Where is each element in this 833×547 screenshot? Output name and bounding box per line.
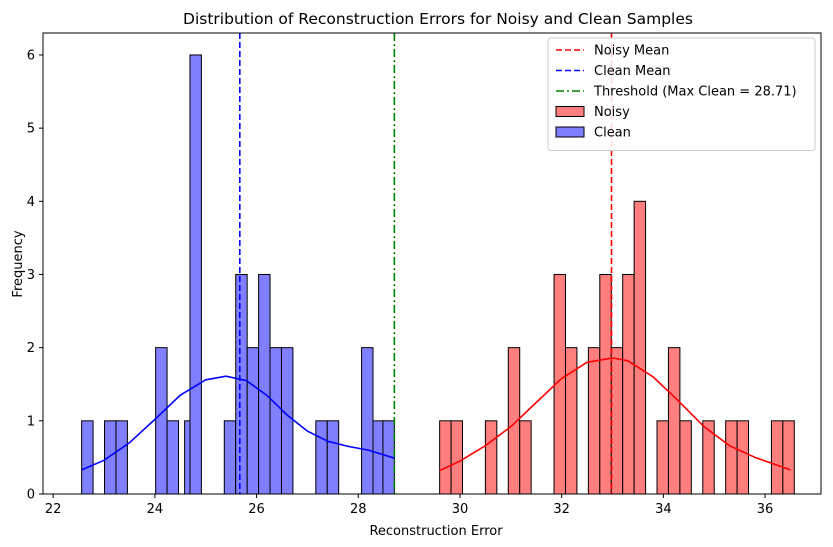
legend-label-clean-mean: Clean Mean xyxy=(594,64,670,79)
clean-bar xyxy=(155,347,168,495)
noisy-bar xyxy=(782,420,795,495)
legend: Noisy Mean Clean Mean Threshold (Max Clean… xyxy=(547,37,816,151)
clean-bar xyxy=(223,420,237,495)
legend-swatch-clean xyxy=(555,126,585,138)
x-tick-label: 32 xyxy=(553,502,570,517)
clean-bar xyxy=(326,420,340,495)
x-axis-label: Reconstruction Error xyxy=(369,524,503,539)
clean-bar xyxy=(315,420,328,495)
x-tick-label: 30 xyxy=(452,502,469,517)
noisy-bar xyxy=(610,347,624,495)
clean-bar xyxy=(104,420,117,495)
noisy-bar xyxy=(633,200,647,495)
y-tick-label: 4 xyxy=(27,195,35,210)
noisy-kde-line xyxy=(439,357,791,472)
clean-bar xyxy=(269,347,282,495)
legend-label-clean: Clean xyxy=(594,126,631,141)
clean-bar xyxy=(189,54,202,495)
x-tick-label: 26 xyxy=(248,502,265,517)
legend-box xyxy=(547,37,816,151)
noisy-bar xyxy=(599,273,612,495)
clean-kde-line xyxy=(81,375,395,471)
noisy-bar xyxy=(667,347,681,495)
clean-bar xyxy=(235,273,248,495)
noisy-bar xyxy=(679,420,692,495)
noisy-bar xyxy=(725,420,738,495)
x-tick-label: 28 xyxy=(350,502,367,517)
x-tick-label: 24 xyxy=(147,502,164,517)
clean-bar xyxy=(81,420,94,495)
legend-label-noisy-mean: Noisy Mean xyxy=(594,44,669,59)
noisy-bar xyxy=(770,420,784,495)
x-axis: 22 24 26 28 30 32 34 36 xyxy=(45,494,773,517)
y-tick-label: 6 xyxy=(27,48,35,63)
x-tick-label: 34 xyxy=(655,502,672,517)
kde-layer xyxy=(81,357,791,472)
noisy-bar xyxy=(587,347,601,495)
noisy-bar xyxy=(484,420,498,495)
x-tick-label: 36 xyxy=(757,502,774,517)
x-tick-label: 22 xyxy=(45,502,62,517)
noisy-bar xyxy=(439,420,452,495)
clean-bar xyxy=(258,273,271,495)
y-tick-label: 3 xyxy=(27,268,35,283)
legend-label-threshold-max-clean-28-71: Threshold (Max Clean = 28.71) xyxy=(593,85,797,100)
noisy-bar xyxy=(702,420,715,495)
legend-label-noisy: Noisy xyxy=(594,105,630,120)
clean-bar xyxy=(115,420,128,495)
y-axis: 0 1 2 3 4 5 6 xyxy=(27,48,43,503)
chart-title: Distribution of Reconstruction Errors fo… xyxy=(183,10,693,28)
clean-bar xyxy=(166,420,180,495)
plot-frame xyxy=(42,32,822,495)
noisy-bar xyxy=(450,420,464,495)
legend-swatch-noisy xyxy=(555,106,585,117)
y-tick-label: 0 xyxy=(27,488,35,503)
y-tick-label: 5 xyxy=(27,122,35,137)
noisy-bar xyxy=(519,420,532,495)
noisy-bar xyxy=(622,273,635,495)
y-tick-label: 2 xyxy=(27,341,35,356)
noisy-bar xyxy=(736,420,750,495)
noisy-bar xyxy=(656,420,669,495)
clean-bar xyxy=(361,347,374,495)
y-tick-label: 1 xyxy=(27,414,35,429)
clean-bar xyxy=(246,347,260,495)
clean-bar xyxy=(280,347,294,495)
y-axis-label: Frequency xyxy=(11,230,26,297)
